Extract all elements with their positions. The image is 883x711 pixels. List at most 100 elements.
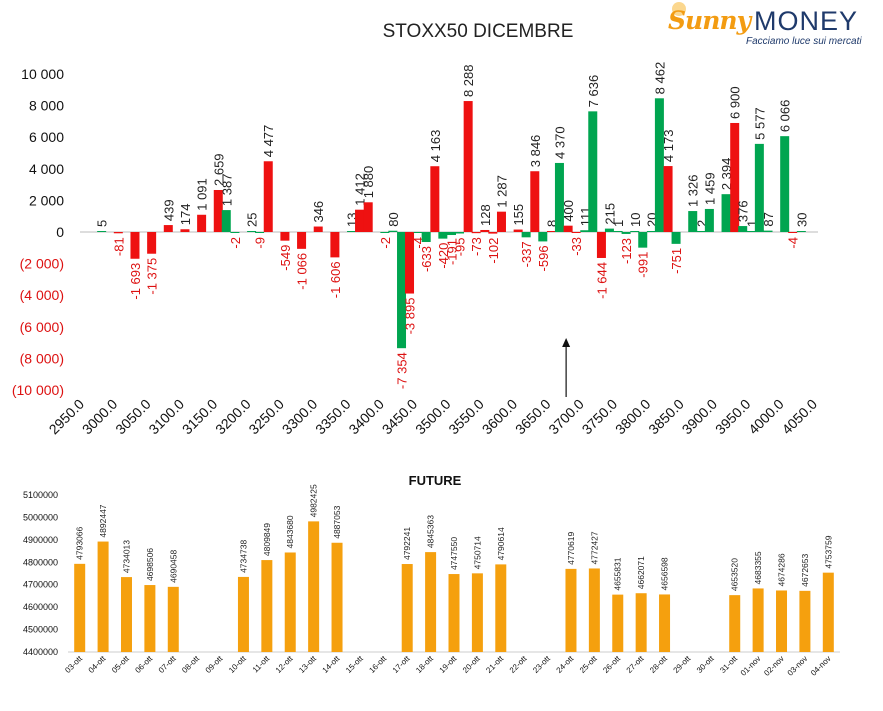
x-tick-label: 3400.0 [345, 396, 387, 438]
future-bar [120, 577, 132, 652]
bar-data-label: -1 644 [594, 262, 609, 299]
future-x-tick-label: 04-ott [87, 654, 108, 675]
y-tick-label: (8 000) [20, 350, 64, 366]
future-y-tick-label: 4500000 [23, 625, 58, 635]
x-tick-label: 3850.0 [645, 396, 687, 438]
bar-data-label: -95 [452, 238, 467, 257]
x-tick-label: 3150.0 [179, 396, 221, 438]
future-bar-label: 4790614 [496, 527, 506, 560]
call-bar [438, 232, 448, 239]
future-bar [471, 573, 483, 652]
y-tick-label: 4 000 [29, 161, 64, 177]
call-bar [621, 232, 631, 234]
call-bar [604, 228, 614, 232]
call-bar [671, 232, 681, 244]
chart-title: STOXX50 DICEMBRE [383, 21, 574, 42]
put-bar [596, 232, 606, 258]
future-bar [308, 521, 320, 652]
bar-data-label: -4 [786, 237, 801, 249]
bar-data-label: -2 [228, 237, 243, 249]
future-x-tick-label: 10-ott [227, 654, 248, 675]
future-x-tick-label: 25-ott [578, 654, 599, 675]
bar-data-label: 3 846 [528, 135, 543, 168]
future-x-tick-label: 22-ott [508, 654, 529, 675]
put-bar [471, 232, 481, 234]
put-bar [513, 229, 523, 232]
put-bar [313, 226, 323, 232]
y-tick-label: (6 000) [20, 319, 64, 335]
future-y-tick-label: 4800000 [23, 557, 58, 567]
bar-data-label: 4 477 [261, 125, 276, 158]
future-bar-label: 4753759 [823, 535, 833, 568]
bar-data-label: -991 [636, 252, 651, 278]
put-bar [130, 232, 140, 259]
call-bar [380, 232, 390, 233]
put-bar [488, 232, 498, 234]
future-bar-label: 4683355 [753, 551, 763, 584]
future-bar-label: 4698506 [145, 548, 155, 581]
call-bar [696, 231, 706, 232]
future-x-tick-label: 17-ott [391, 654, 412, 675]
bar-data-label: 439 [161, 199, 176, 221]
bar-data-label: -549 [278, 245, 293, 271]
put-bar [563, 225, 573, 232]
future-x-tick-label: 18-ott [414, 654, 435, 675]
bar-data-label: 8 288 [461, 65, 476, 98]
bar-data-label: 25 [245, 213, 260, 227]
future-y-tick-label: 4600000 [23, 602, 58, 612]
x-tick-label: 4050.0 [779, 396, 821, 438]
y-tick-label: 8 000 [29, 98, 64, 114]
put-bar [405, 232, 415, 294]
future-bar [425, 552, 437, 652]
bar-data-label: -751 [669, 248, 684, 274]
future-chart-title: FUTURE [409, 473, 462, 488]
future-x-tick-label: 16-ott [367, 654, 388, 675]
future-bar [588, 568, 600, 652]
bar-data-label: 5 [95, 220, 110, 227]
bar-data-label: -1 375 [145, 258, 160, 295]
put-bar [546, 231, 556, 232]
future-bar [822, 572, 834, 652]
future-x-tick-label: 20-ott [461, 654, 482, 675]
future-y-tick-label: 5000000 [23, 512, 58, 522]
call-bar [413, 232, 423, 233]
bar-data-label: 5 577 [752, 107, 767, 140]
put-bar [571, 232, 581, 233]
put-bar [363, 202, 373, 232]
logo-brand-right: MONEY [754, 6, 859, 36]
future-x-tick-label: 05-ott [110, 654, 131, 675]
call-bar [230, 232, 240, 233]
x-tick-label: 3000.0 [79, 396, 121, 438]
bar-data-label: 346 [311, 201, 326, 223]
bar-data-label: 6 066 [778, 100, 793, 133]
bar-data-label: 1 387 [219, 174, 234, 207]
put-bar [463, 101, 473, 233]
bar-data-label: 4 173 [661, 130, 676, 163]
bar-data-label: -420 [436, 243, 451, 269]
call-bar [521, 232, 531, 238]
y-tick-label: 0 [56, 224, 64, 240]
bar-data-label: -81 [111, 237, 126, 256]
bar-data-label: 1 459 [702, 172, 717, 205]
logo-brand-left: Sunny [668, 6, 751, 35]
sun-icon [672, 2, 686, 16]
bar-data-label: -3 895 [403, 298, 418, 335]
call-bar [704, 208, 714, 232]
sunny-money-logo: Sunny MONEY Facciamo luce sui mercati [668, 2, 868, 48]
future-bar-label: 4887053 [332, 505, 342, 538]
bar-data-label: -123 [619, 238, 634, 264]
put-bar [180, 229, 190, 232]
bar-data-label: 8 [544, 220, 559, 227]
call-bar [588, 111, 598, 232]
put-bar [480, 229, 490, 232]
bar-data-label: 376 [736, 200, 751, 222]
x-tick-label: 3300.0 [279, 396, 321, 438]
future-x-tick-label: 03-nov [786, 654, 810, 678]
x-tick-label: 3200.0 [212, 396, 254, 438]
x-tick-label: 3450.0 [379, 396, 421, 438]
future-bar [752, 588, 764, 652]
bar-data-label: -1 693 [128, 263, 143, 300]
bar-data-label: -4 [411, 237, 426, 249]
call-bar [738, 226, 748, 232]
bar-data-label: 4 370 [552, 126, 567, 159]
